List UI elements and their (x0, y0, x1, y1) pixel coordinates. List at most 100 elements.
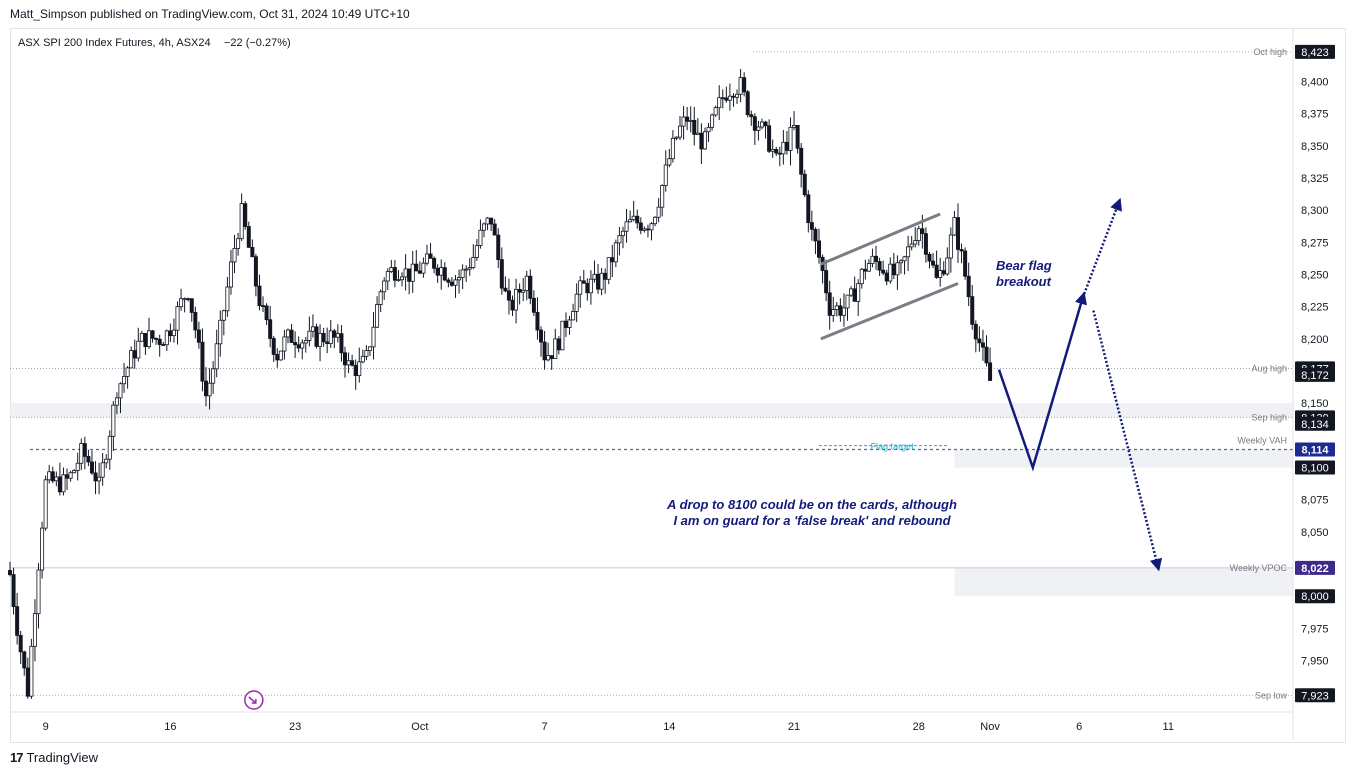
candle-body-107 (389, 267, 394, 272)
candle-body-82 (300, 342, 305, 349)
candle-body-50 (186, 298, 191, 301)
candle-body-45 (168, 330, 173, 337)
candle-body-74 (271, 338, 276, 355)
candle-body-213 (767, 125, 772, 152)
candle-body-23 (89, 461, 94, 474)
chart-title: ASX SPI 200 Index Futures, 4h, ASX24 (18, 37, 211, 49)
candle-body-171 (617, 235, 622, 244)
candle-body-190 (685, 116, 690, 122)
candle-body-133 (481, 223, 486, 231)
candle-body-250 (898, 260, 903, 264)
candle-body-144 (521, 290, 526, 293)
candle-body-83 (303, 340, 308, 344)
candle-body-214 (770, 149, 775, 152)
candle-body-88 (321, 332, 326, 343)
candle-body-232 (834, 305, 839, 310)
candle-body-204 (735, 93, 740, 98)
price-badge-text-6: 8,100 (1301, 463, 1329, 475)
price-badge-4 (1295, 416, 1335, 431)
candle-body-194 (699, 132, 704, 150)
candle-body-247 (888, 263, 893, 282)
candle-body-162 (585, 282, 590, 294)
projection-down_dotted (1092, 310, 1163, 572)
y-tick-label-1: 7,975 (1301, 623, 1329, 635)
candle-body-156 (563, 320, 568, 328)
candle-body-249 (895, 262, 900, 276)
candle-body-134 (485, 217, 490, 225)
candle-body-237 (852, 288, 857, 302)
candle-body-10 (43, 479, 48, 529)
candle-body-216 (777, 152, 782, 155)
candle-body-193 (695, 132, 700, 135)
candle-body-84 (307, 330, 312, 341)
candle-body-203 (731, 95, 736, 98)
candle-body-77 (282, 336, 287, 352)
candle-body-58 (214, 343, 219, 370)
y-tick-label-6: 8,200 (1301, 334, 1329, 346)
candle-body-33 (125, 367, 130, 377)
candle-body-71 (261, 305, 266, 307)
candle-body-140 (506, 290, 511, 301)
candle-body-225 (809, 222, 814, 230)
price-badge-6 (1295, 460, 1335, 475)
y-tick-label-10: 8,300 (1301, 205, 1329, 217)
candle-body-117 (424, 253, 429, 264)
candle-body-119 (432, 257, 437, 269)
candle-body-208 (749, 114, 754, 118)
candle-body-169 (610, 257, 615, 263)
candle-body-65 (239, 203, 244, 240)
candle-body-0 (7, 570, 12, 575)
candle-body-234 (841, 307, 846, 316)
candle-body-108 (392, 267, 397, 281)
candle-body-266 (955, 217, 960, 250)
candle-body-8 (36, 569, 41, 615)
candle-body-48 (179, 298, 184, 308)
candle-body-96 (350, 360, 355, 366)
candle-body-263 (945, 257, 950, 275)
candle-body-183 (660, 185, 665, 208)
candle-body-217 (781, 141, 786, 155)
candle-body-54 (200, 341, 205, 382)
candle-body-138 (499, 259, 504, 289)
candle-body-173 (624, 221, 629, 232)
marker-arrow (248, 696, 257, 704)
candle-body-239 (859, 268, 864, 285)
candle-body-248 (891, 263, 896, 276)
candle-body-267 (959, 249, 964, 252)
candle-body-268 (963, 250, 968, 277)
brand-footer: 17 TradingView (10, 750, 98, 765)
candle-body-6 (29, 645, 34, 697)
candle-body-36 (136, 340, 141, 359)
candle-body-115 (417, 270, 422, 274)
candle-body-79 (289, 329, 294, 343)
candle-body-25 (97, 476, 102, 482)
candle-body-236 (849, 288, 854, 296)
candle-body-262 (941, 270, 946, 275)
candle-body-87 (318, 332, 323, 347)
x-tick-label-4: 7 (542, 721, 548, 733)
candle-body-200 (720, 97, 725, 100)
candle-body-153 (553, 338, 558, 359)
y-tick-label-8: 8,250 (1301, 269, 1329, 281)
candle-body-164 (592, 273, 597, 280)
x-tick-label-0: 9 (43, 721, 49, 733)
candle-body-24 (93, 472, 98, 482)
candle-body-158 (571, 311, 576, 321)
candle-body-224 (806, 194, 811, 223)
candle-body-128 (464, 268, 469, 271)
bear-flag-note-1: breakout (996, 274, 1052, 289)
projection-up_dotted (1081, 197, 1122, 299)
candle-body-26 (100, 462, 105, 478)
candle-body-30 (114, 397, 119, 406)
candle-body-256 (920, 228, 925, 235)
candle-body-103 (375, 304, 380, 328)
candle-body-139 (503, 287, 508, 292)
candle-body-44 (164, 330, 169, 346)
candle-body-39 (146, 330, 151, 348)
x-tick-label-9: 6 (1076, 721, 1082, 733)
candle-body-170 (613, 242, 618, 263)
candle-body-53 (196, 329, 201, 343)
candle-body-28 (107, 435, 112, 460)
candle-body-55 (204, 380, 209, 397)
